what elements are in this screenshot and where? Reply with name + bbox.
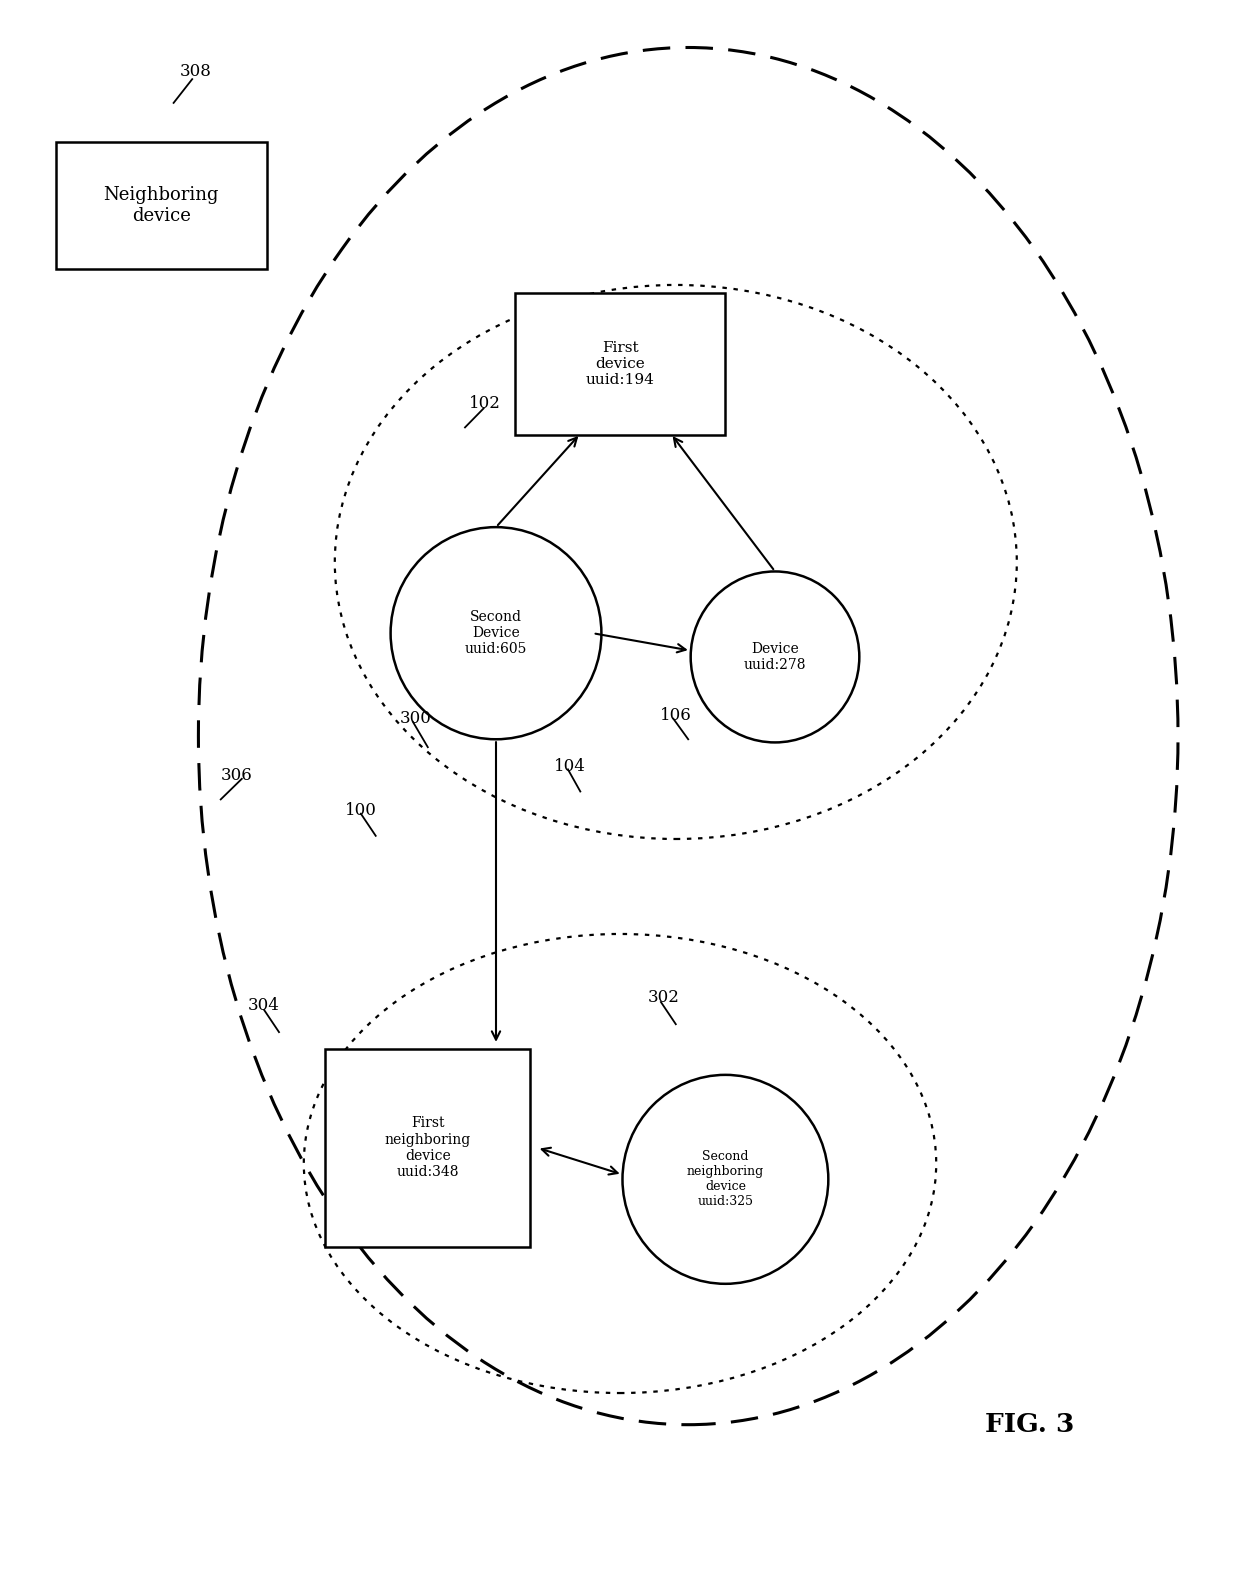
FancyBboxPatch shape	[325, 1048, 531, 1247]
Text: Second
Device
uuid:605: Second Device uuid:605	[465, 609, 527, 657]
Text: 102: 102	[469, 396, 501, 412]
Text: Neighboring
device: Neighboring device	[103, 187, 219, 225]
Ellipse shape	[391, 527, 601, 739]
Ellipse shape	[691, 571, 859, 742]
FancyBboxPatch shape	[56, 142, 267, 269]
Text: First
device
uuid:194: First device uuid:194	[585, 340, 655, 388]
Text: Device
uuid:278: Device uuid:278	[744, 641, 806, 673]
Text: FIG. 3: FIG. 3	[985, 1412, 1074, 1437]
Text: 304: 304	[248, 997, 280, 1013]
Text: Second
neighboring
device
uuid:325: Second neighboring device uuid:325	[687, 1151, 764, 1208]
Text: 306: 306	[221, 768, 253, 784]
Text: 300: 300	[399, 711, 432, 727]
FancyBboxPatch shape	[515, 293, 725, 435]
Text: 104: 104	[554, 758, 587, 774]
Text: 308: 308	[180, 63, 212, 79]
Ellipse shape	[622, 1075, 828, 1284]
Text: 106: 106	[660, 708, 692, 723]
Text: 100: 100	[345, 803, 377, 818]
Text: First
neighboring
device
uuid:348: First neighboring device uuid:348	[384, 1116, 471, 1179]
Text: 302: 302	[647, 989, 680, 1005]
